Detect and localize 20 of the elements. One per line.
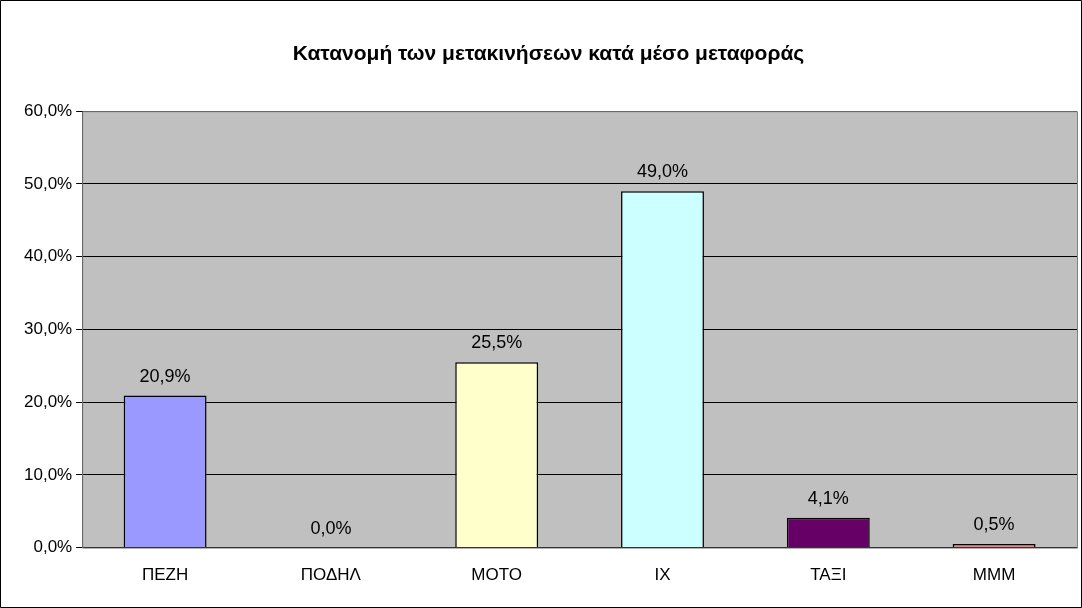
- data-label: 25,5%: [471, 332, 523, 353]
- x-tick-label: ΠΕΖΗ: [141, 565, 189, 585]
- chart-title: Κατανομή των μετακινήσεων κατά μέσο μεταφοράς: [292, 41, 805, 66]
- y-tick-label: 30,0%: [24, 319, 73, 339]
- data-label: 0,5%: [973, 513, 1015, 534]
- y-tick-label: 20,0%: [24, 391, 73, 411]
- y-tick-label: 10,0%: [24, 464, 73, 484]
- data-label: 4,1%: [807, 487, 849, 508]
- data-label: 49,0%: [636, 161, 689, 182]
- y-tick-label: 60,0%: [24, 100, 73, 120]
- y-tick-label: 0,0%: [33, 537, 73, 557]
- x-tick-label: ΜΜΜ: [972, 565, 1016, 585]
- x-tick-label: ΙΧ: [654, 565, 671, 585]
- x-tick-label: ΜΟΤΟ: [471, 565, 523, 585]
- x-tick-label: ΤΑΞΙ: [810, 565, 847, 585]
- y-tick-label: 50,0%: [24, 173, 73, 193]
- y-tick-label: 40,0%: [24, 246, 73, 266]
- data-label: 0,0%: [310, 517, 352, 538]
- data-label: 20,9%: [139, 365, 191, 386]
- x-tick-label: ΠΟΔΗΛ: [300, 565, 362, 585]
